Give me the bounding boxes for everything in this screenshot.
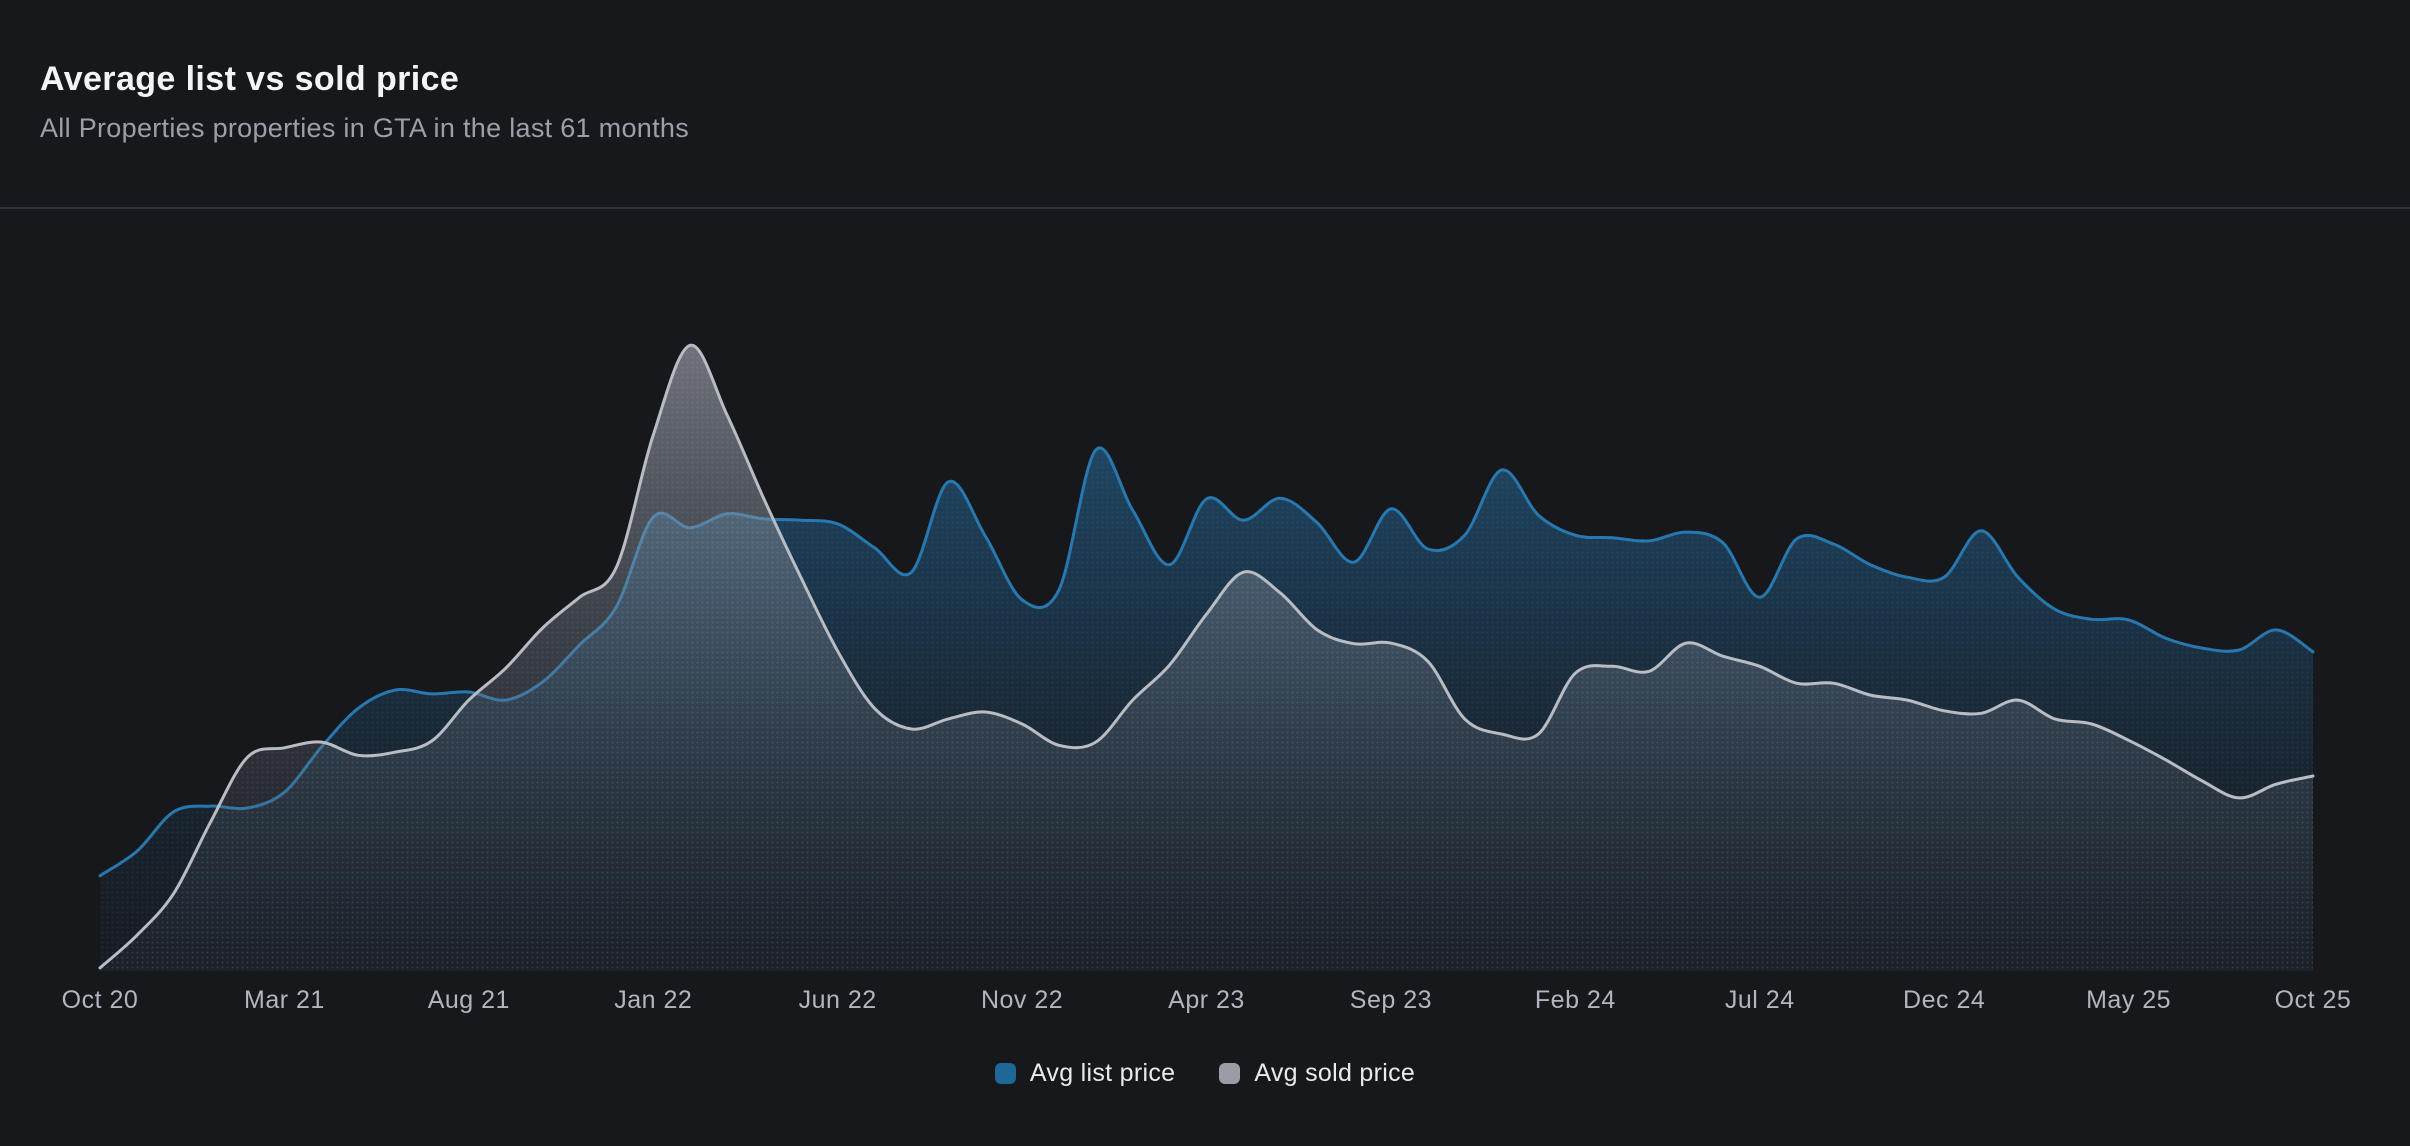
legend-label: Avg list price xyxy=(1029,1058,1176,1087)
series-sold-line[interactable] xyxy=(98,343,2315,970)
page-header: Average list vs sold price All Propertie… xyxy=(40,60,689,144)
x-tick-label: Apr 23 xyxy=(1168,986,1245,1014)
x-tick-label: Oct 25 xyxy=(2274,986,2352,1014)
x-tick-label: Nov 22 xyxy=(980,986,1064,1014)
x-tick-label: Jan 22 xyxy=(614,986,693,1014)
x-tick-label: Dec 24 xyxy=(1903,986,1986,1014)
price-chart[interactable]: Oct 20 Mar 21 Aug 21 Jan 22 Jun 22 Nov 22 Apr … xyxy=(0,209,2410,1146)
legend-label: Avg sold price xyxy=(1254,1058,1416,1087)
x-tick-label: Jul 24 xyxy=(1724,986,1795,1014)
x-tick-label: Mar 21 xyxy=(244,986,325,1014)
legend-item-avg-sold-price[interactable]: Avg sold price xyxy=(1219,1059,1415,1088)
series-sold-texture[interactable] xyxy=(100,345,2313,971)
x-axis: Oct 20 Mar 21 Aug 21 Jan 22 Jun 22 Nov 22 Apr … xyxy=(0,986,2410,1026)
chart-plot[interactable] xyxy=(0,209,2410,1146)
x-tick-label: Jun 22 xyxy=(798,986,877,1014)
header-divider xyxy=(0,207,2410,209)
x-tick-label: May 25 xyxy=(2086,986,2172,1014)
page-title: Average list vs sold price xyxy=(40,60,460,98)
x-tick-label: Sep 23 xyxy=(1349,986,1433,1014)
x-tick-label: Oct 20 xyxy=(61,986,139,1014)
x-tick-label: Aug 21 xyxy=(427,986,510,1014)
avg-sold-price-swatch-icon xyxy=(1219,1062,1241,1084)
chart-legend: Avg list price Avg sold price xyxy=(0,1051,2410,1095)
page-subtitle: All Properties properties in GTA in the … xyxy=(40,113,689,143)
avg-sold-price-series[interactable] xyxy=(98,343,2315,971)
x-tick-label: Feb 24 xyxy=(1534,986,1616,1014)
legend-item-avg-list-price[interactable]: Avg list price xyxy=(994,1058,1176,1088)
avg-list-price-swatch-icon xyxy=(994,1062,1016,1084)
